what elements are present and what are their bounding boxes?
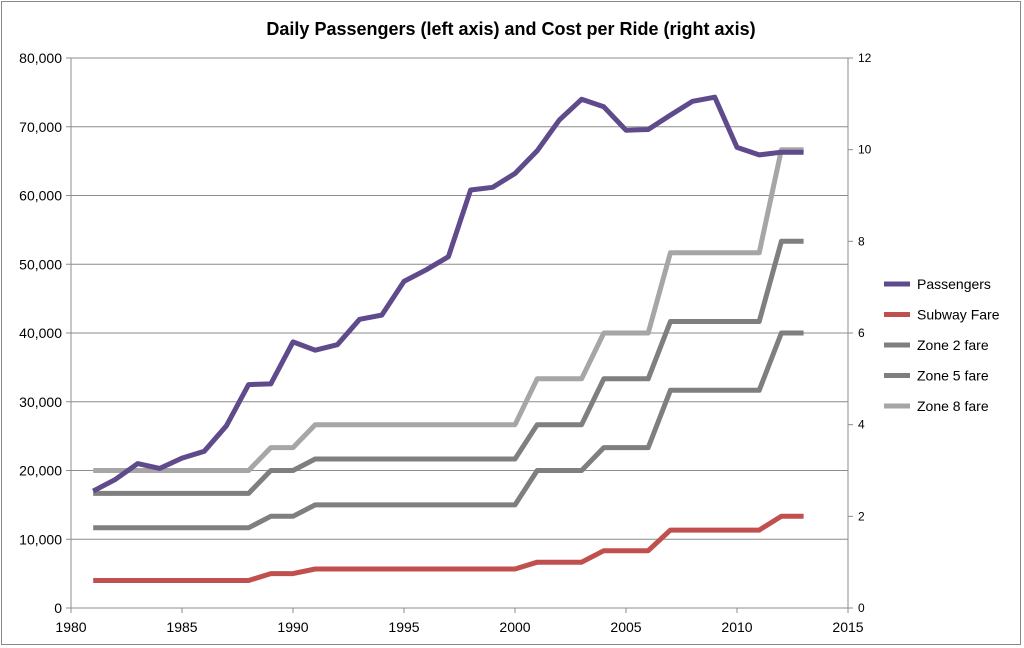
x-axis-tick-label: 2005 <box>610 619 641 635</box>
right-axis-tick-label: 4 <box>858 418 865 432</box>
x-axis-tick-label: 2010 <box>721 619 752 635</box>
series-line-zone-5-fare <box>93 238 804 496</box>
legend: Passengers Subway Fare Zone 2 fare Zone 5 f… <box>884 276 1000 414</box>
left-axis-tick-label: 0 <box>54 600 62 616</box>
right-axis-tick-label: 2 <box>858 509 865 523</box>
series-line-zone-2-fare <box>93 330 804 531</box>
x-axis-tick-label: 1985 <box>166 619 197 635</box>
right-axis-tick-label: 0 <box>858 601 865 615</box>
left-axis-tick-label: 70,000 <box>19 119 62 135</box>
legend-label-passengers: Passengers <box>917 276 991 292</box>
legend-label-zone-5-fare: Zone 5 fare <box>917 368 989 384</box>
left-axis-tick-label: 60,000 <box>19 188 62 204</box>
grid-layer <box>71 57 848 540</box>
x-axis-tick-label: 2000 <box>499 619 530 635</box>
right-axis-tick-label: 8 <box>858 234 865 248</box>
legend-label-zone-8-fare: Zone 8 fare <box>917 398 989 414</box>
series-layer <box>92 94 804 583</box>
left-axis-tick-label: 50,000 <box>19 256 62 272</box>
legend-label-subway-fare: Subway Fare <box>917 307 1000 323</box>
series-line-subway-fare <box>93 513 804 583</box>
axis-layer: 0 10,000 20,000 30,000 40,000 50,000 60,000 70,… <box>19 50 872 635</box>
legend-label-zone-2-fare: Zone 2 fare <box>917 337 989 353</box>
x-axis-tick-label: 1980 <box>55 619 86 635</box>
right-axis-tick-label: 10 <box>858 143 872 157</box>
x-axis-tick-label: 1990 <box>277 619 308 635</box>
left-axis-tick-label: 20,000 <box>19 463 62 479</box>
series-line-zone-8-fare <box>93 147 804 473</box>
series-line-passengers <box>92 94 804 494</box>
x-axis-tick-label: 1995 <box>388 619 419 635</box>
left-axis-tick-label: 80,000 <box>19 50 62 66</box>
x-axis-tick-label: 2015 <box>832 619 863 635</box>
right-axis-tick-label: 12 <box>858 51 872 65</box>
chart-title: Daily Passengers (left axis) and Cost pe… <box>266 19 755 39</box>
left-axis-tick-label: 40,000 <box>19 325 62 341</box>
left-axis-tick-label: 30,000 <box>19 394 62 410</box>
right-axis-tick-label: 6 <box>858 326 865 340</box>
left-axis-tick-label: 10,000 <box>19 531 62 547</box>
